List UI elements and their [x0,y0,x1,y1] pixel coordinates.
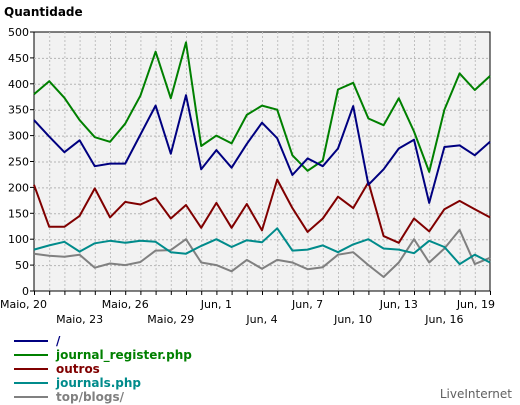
x-tick-label: Jun, 4 [245,313,277,326]
gridlines [34,32,490,291]
y-tick-label: 200 [8,181,29,194]
x-axis-ticks: Maio, 20 Maio, 26 Jun, 1 Jun, 7 Jun, 13 Jun, … [0,291,495,326]
y-tick-label: 350 [8,104,29,117]
series-line [33,178,491,244]
series-line [33,41,491,173]
legend: /journal_register.phpoutrosjournals.phpt… [14,334,192,404]
x-tick-label: Jun, 1 [200,298,232,311]
x-tick-label: Jun, 16 [424,313,463,326]
x-tick-label: Maio, 29 [147,313,194,326]
x-tick-label: Maio, 20 [0,298,47,311]
series-line [33,227,491,266]
y-tick-label: 500 [8,26,29,39]
series-line [33,94,491,204]
y-tick-label: 300 [8,130,29,143]
brand-label: LiveInternet [439,387,512,401]
x-tick-label: Jun, 13 [379,298,418,311]
y-tick-label: 400 [8,78,29,91]
series-lines [33,41,491,278]
legend-item-label: journals.php [55,376,141,390]
y-tick-label: 50 [15,259,29,272]
y-axis-ticks: 0 50 100 150 200 250 300 350 400 450 500 [8,26,34,298]
x-tick-label: Jun, 10 [333,313,372,326]
legend-item-label: / [56,334,61,348]
x-tick-label: Maio, 26 [102,298,149,311]
series-line [33,228,491,278]
legend-item-label: top/blogs/ [56,390,125,404]
y-tick-label: 150 [8,207,29,220]
y-tick-label: 450 [8,52,29,65]
x-tick-label: Maio, 23 [56,313,103,326]
y-axis-label: Quantidade [4,5,83,19]
legend-item-label: outros [56,362,100,376]
x-tick-label: Jun, 19 [456,298,495,311]
y-tick-label: 100 [8,233,29,246]
y-tick-label: 0 [22,285,29,298]
legend-item-label: journal_register.php [55,348,192,363]
x-tick-label: Jun, 7 [291,298,323,311]
y-tick-label: 250 [8,156,29,169]
